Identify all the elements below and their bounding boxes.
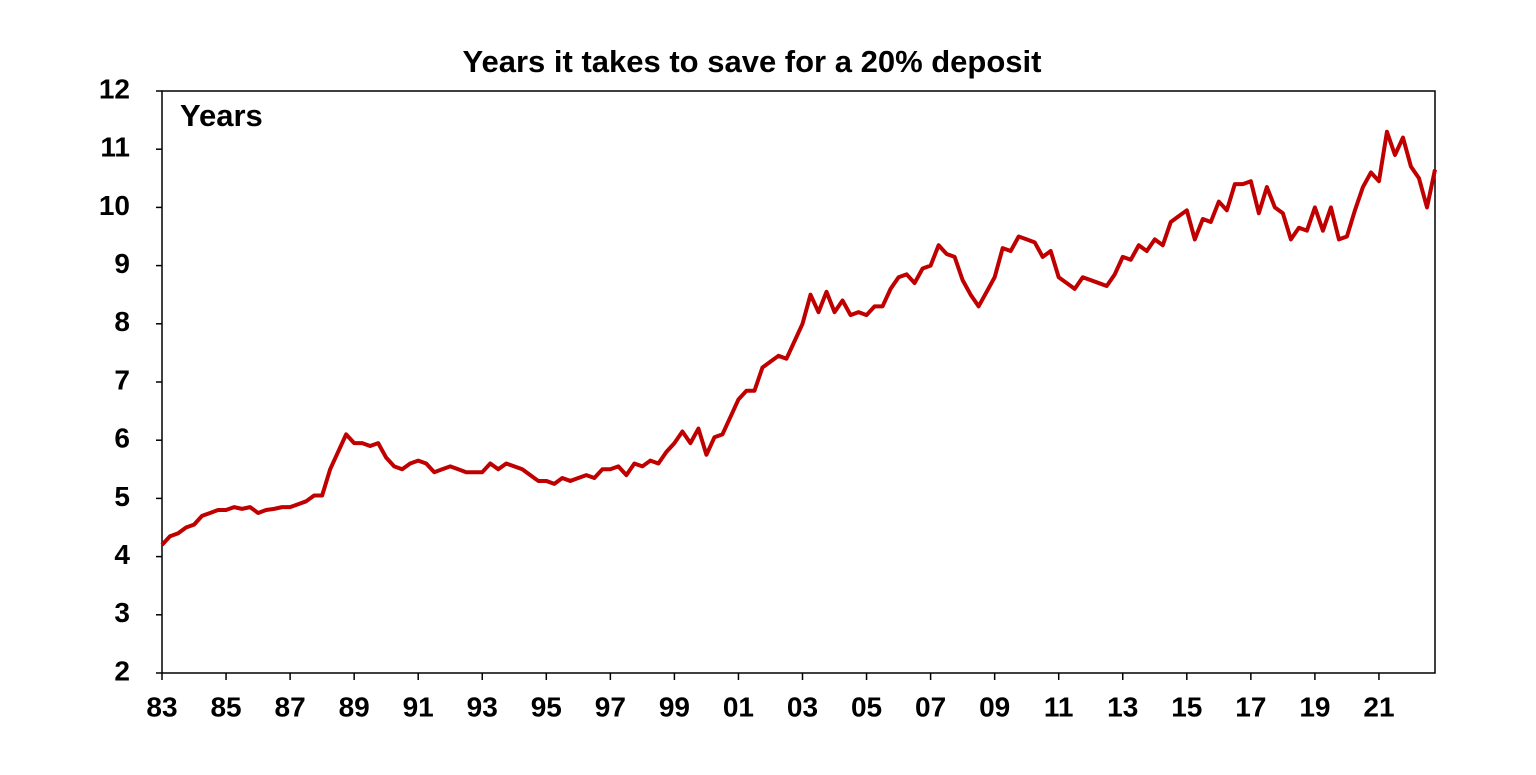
- y-tick-label: 9: [114, 248, 130, 279]
- data-line: [160, 129, 1437, 547]
- x-tick-label: 03: [787, 691, 818, 722]
- x-tick-label: 89: [339, 691, 370, 722]
- y-tick-label: 6: [114, 423, 130, 454]
- x-tick-label: 17: [1235, 691, 1266, 722]
- y-tick-label: 10: [99, 190, 130, 221]
- x-tick-label: 97: [595, 691, 626, 722]
- x-tick-label: 85: [210, 691, 241, 722]
- x-tick-label: 01: [723, 691, 754, 722]
- x-tick-label: 99: [659, 691, 690, 722]
- y-tick-label: 12: [99, 73, 130, 104]
- x-tick-label: 09: [979, 691, 1010, 722]
- x-tick-label: 07: [915, 691, 946, 722]
- x-tick-label: 93: [467, 691, 498, 722]
- y-tick-label: 3: [114, 597, 130, 628]
- x-tick-label: 15: [1171, 691, 1202, 722]
- x-tick-label: 95: [531, 691, 562, 722]
- y-tick-label: 5: [114, 481, 130, 512]
- y-tick-label: 2: [114, 655, 130, 686]
- annotation: Years: [180, 98, 263, 133]
- plot-frame: [161, 90, 1436, 674]
- y-tick-label: 4: [114, 539, 130, 570]
- x-tick-label: 21: [1363, 691, 1394, 722]
- x-tick-label: 13: [1107, 691, 1138, 722]
- chart-title: Years it takes to save for a 20% deposit: [463, 44, 1042, 79]
- y-tick-label: 7: [114, 364, 130, 395]
- x-tick-label: 83: [146, 691, 177, 722]
- x-tick-label: 19: [1299, 691, 1330, 722]
- y-tick-label: 11: [100, 132, 130, 163]
- x-tick-label: 05: [851, 691, 882, 722]
- y-tick-label: 8: [114, 306, 130, 337]
- x-tick-label: 11: [1044, 691, 1074, 722]
- x-tick-label: 87: [275, 691, 306, 722]
- x-tick-label: 91: [403, 691, 434, 722]
